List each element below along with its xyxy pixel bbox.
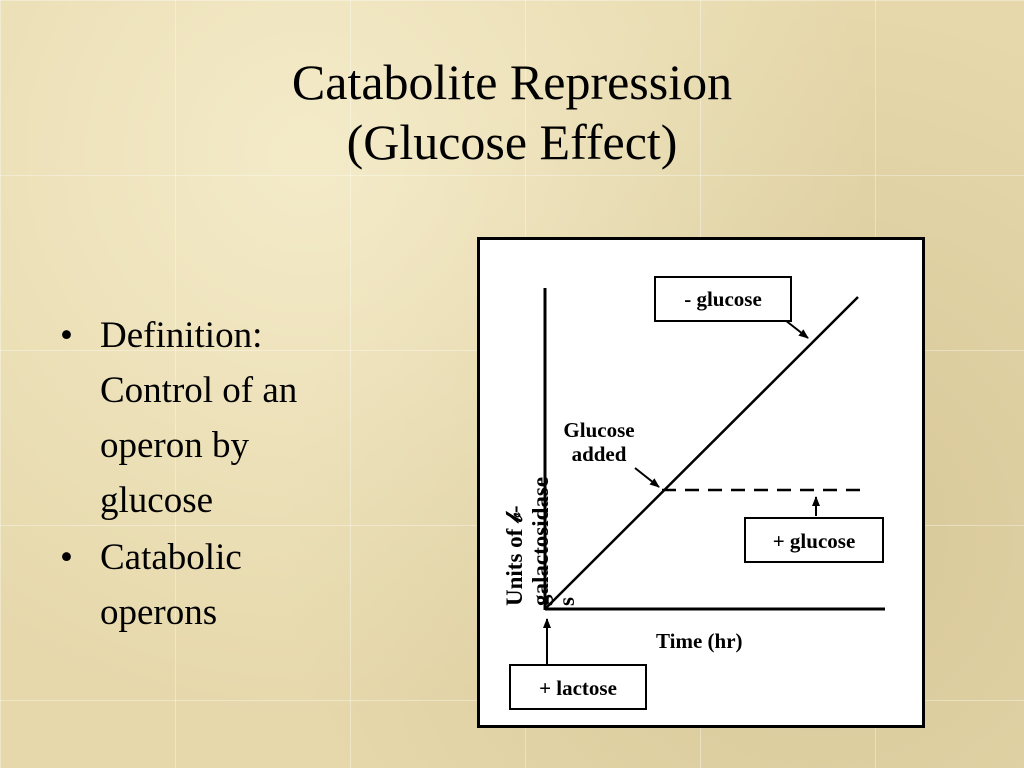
y-axis-label-line-2: galactosidase — [528, 476, 553, 606]
glucose-added-line-1: Glucose — [563, 418, 635, 442]
plus-lactose-label: + lactose — [539, 676, 617, 700]
slide-title-line-2: (Glucose Effect) — [346, 114, 678, 170]
minus-glucose-pointer — [784, 319, 809, 339]
minus-glucose-curve — [544, 296, 859, 610]
glucose-added-pointer — [634, 467, 660, 488]
glucose-added-label: Glucose added — [556, 418, 642, 466]
bullet-dot: • — [60, 537, 73, 578]
slide-title-line-1: Catabolite Repression — [291, 54, 733, 110]
bullet-text: Catabolic operons — [100, 537, 242, 633]
minus-glucose-label: - glucose — [684, 287, 762, 311]
plus-glucose-box: + glucose — [744, 517, 884, 563]
bullet-list: • Definition: Control of an operon by gl… — [60, 308, 360, 642]
minus-glucose-box: - glucose — [654, 276, 792, 322]
graph-drawing — [543, 288, 885, 664]
y-axis-label-line-1: Units of 𝒷- — [502, 505, 527, 606]
bullet-text: Definition: Control of an operon by gluc… — [100, 315, 298, 521]
bullet-dot: • — [60, 315, 73, 356]
plus-glucose-label: + glucose — [772, 529, 856, 553]
y-axis-label: Units of 𝒷- galactosidase s — [502, 366, 579, 606]
bullet-item-catabolic: • Catabolic operons — [60, 530, 360, 640]
graph-panel: Units of 𝒷- galactosidase s Glucose adde… — [477, 237, 925, 728]
bullet-item-definition: • Definition: Control of an operon by gl… — [60, 308, 360, 528]
glucose-added-line-2: added — [571, 442, 627, 466]
slide-title: Catabolite Repression (Glucose Effect) — [0, 52, 1024, 172]
x-axis-label: Time (hr) — [656, 629, 743, 653]
plus-lactose-box: + lactose — [509, 664, 647, 710]
y-axis-label-line-3: s — [554, 597, 579, 606]
